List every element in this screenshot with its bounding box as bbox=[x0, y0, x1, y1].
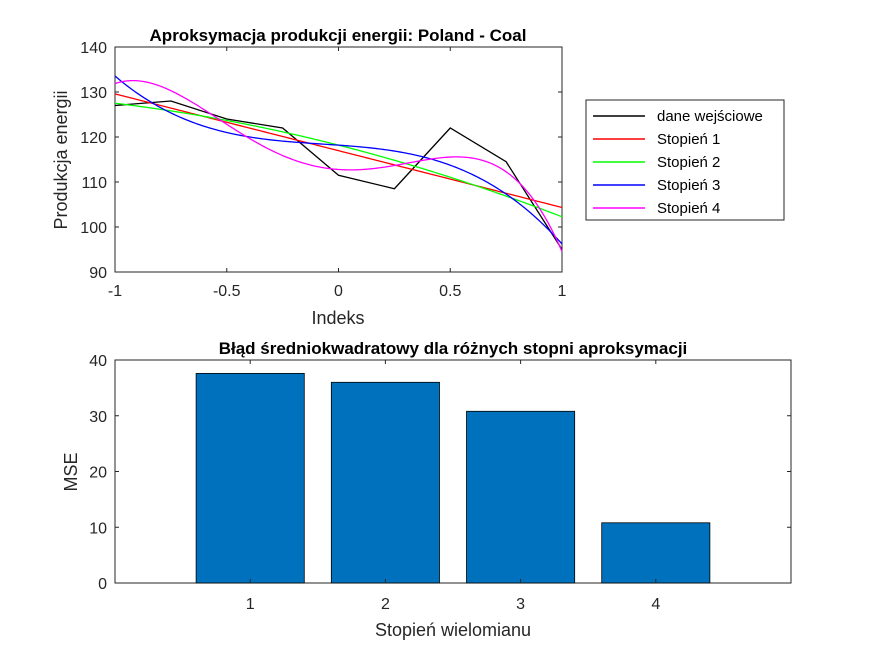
bar-4 bbox=[601, 522, 711, 584]
legend-entry: Stopień 3 bbox=[657, 177, 720, 194]
bottom-y-ticks: 0 10 20 30 40 bbox=[89, 353, 791, 593]
bottom-x-axis-label: Stopień wielomianu bbox=[375, 620, 531, 640]
top-x-ticks: -1 -0.5 0 0.5 1 bbox=[108, 47, 567, 300]
top-x-tick-label: -1 bbox=[108, 283, 122, 300]
bottom-y-tick-label: 40 bbox=[89, 353, 107, 370]
bar-chart: 1 2 3 4 0 10 20 30 40 Błąd średniokwadratowy dl… bbox=[61, 339, 792, 640]
legend-entry: Stopień 2 bbox=[657, 154, 720, 171]
legend-entry: Stopień 4 bbox=[657, 200, 720, 217]
top-plot-area bbox=[114, 46, 563, 273]
bottom-x-tick-label: 3 bbox=[516, 596, 525, 613]
series-line-1 bbox=[114, 93, 563, 209]
top-y-tick-label: 130 bbox=[80, 85, 107, 102]
bottom-x-tick-label: 1 bbox=[246, 596, 255, 613]
bar-2 bbox=[330, 381, 440, 584]
bars-group bbox=[195, 372, 711, 584]
bottom-x-ticks: 1 2 3 4 bbox=[246, 360, 660, 613]
line-chart: -1 -0.5 0 0.5 1 90 100 110 120 130 140 Aproksymac… bbox=[51, 26, 785, 328]
top-chart-title: Aproksymacja produkcji energii: Poland -… bbox=[150, 26, 527, 45]
series-line-0 bbox=[114, 100, 563, 250]
legend-box bbox=[585, 99, 785, 221]
top-series-group bbox=[114, 75, 563, 252]
bottom-y-axis-label: MSE bbox=[61, 452, 81, 491]
bottom-y-tick-label: 10 bbox=[89, 520, 107, 537]
top-y-tick-label: 100 bbox=[80, 220, 107, 237]
series-line-3 bbox=[114, 75, 563, 245]
bottom-x-tick-label: 2 bbox=[381, 596, 390, 613]
bottom-y-tick-label: 20 bbox=[89, 465, 107, 482]
series-line-4 bbox=[114, 79, 563, 252]
legend-entry: Stopień 1 bbox=[657, 131, 720, 148]
top-y-axis-label: Produkcja energii bbox=[51, 90, 71, 229]
bottom-x-tick-label: 4 bbox=[651, 596, 660, 613]
bar-1 bbox=[195, 372, 305, 584]
top-x-axis-label: Indeks bbox=[311, 308, 364, 328]
bottom-y-tick-label: 30 bbox=[89, 409, 107, 426]
top-x-tick-label: 1 bbox=[558, 283, 567, 300]
bar-3 bbox=[466, 410, 576, 584]
top-y-tick-label: 120 bbox=[80, 130, 107, 147]
top-x-tick-label: 0.5 bbox=[439, 283, 461, 300]
top-y-tick-label: 140 bbox=[80, 40, 107, 57]
top-y-tick-label: 110 bbox=[81, 175, 107, 192]
top-y-ticks: 90 100 110 120 130 140 bbox=[80, 40, 562, 282]
top-x-tick-label: -0.5 bbox=[213, 283, 241, 300]
top-y-tick-label: 90 bbox=[89, 265, 107, 282]
bottom-chart-title: Błąd średniokwadratowy dla różnych stopn… bbox=[219, 339, 688, 358]
legend: dane wejściowe Stopień 1 Stopień 2 Stopień … bbox=[585, 99, 785, 221]
bottom-y-tick-label: 0 bbox=[98, 576, 107, 593]
top-x-tick-label: 0 bbox=[334, 283, 343, 300]
legend-entry: dane wejściowe bbox=[657, 108, 763, 125]
